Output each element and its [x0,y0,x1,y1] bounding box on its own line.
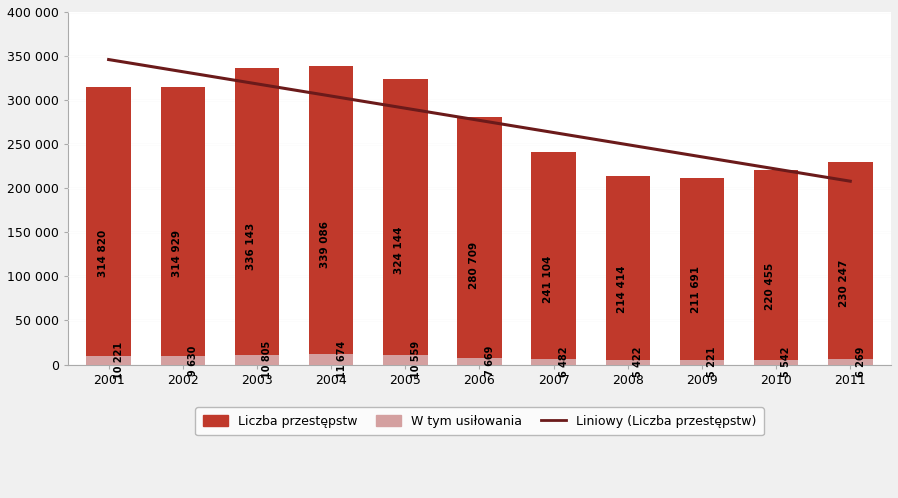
Text: 241 104: 241 104 [542,256,552,303]
Bar [680,178,724,365]
Bar [605,176,650,365]
Bar [753,170,798,365]
Text: 314 929: 314 929 [172,230,182,277]
Text: 339 086: 339 086 [321,222,330,268]
Text: 10 559: 10 559 [410,341,420,378]
Bar [532,359,576,365]
Bar [309,66,354,365]
Bar [828,359,873,365]
Text: 220 455: 220 455 [765,263,775,310]
Bar [753,360,798,365]
Legend: Liczba przestępstw, W tym usiłowania, Liniowy (Liczba przestępstw): Liczba przestępstw, W tym usiłowania, Li… [195,407,763,435]
Bar [680,360,724,365]
Text: 5 542: 5 542 [781,347,791,377]
Text: 230 247: 230 247 [840,259,850,307]
Text: 5 422: 5 422 [633,347,643,377]
Bar [234,355,279,365]
Bar [532,152,576,365]
Bar [234,68,279,365]
Text: 7 669: 7 669 [485,346,495,376]
Text: 11 674: 11 674 [337,341,347,378]
Bar [828,161,873,365]
Text: 314 820: 314 820 [98,230,108,277]
Bar [161,356,205,365]
Text: 5 221: 5 221 [708,347,718,377]
Bar [86,87,131,365]
Text: 324 144: 324 144 [394,227,404,274]
Text: 214 414: 214 414 [617,265,627,313]
Text: 280 709: 280 709 [469,242,479,289]
Bar [605,360,650,365]
Bar [383,355,427,365]
Bar [457,358,502,365]
Bar [309,354,354,365]
Text: 10 221: 10 221 [114,342,124,378]
Text: 6 269: 6 269 [856,347,866,377]
Text: 6 482: 6 482 [559,347,569,377]
Bar [161,87,205,365]
Text: 10 805: 10 805 [262,341,272,378]
Text: 9 630: 9 630 [189,345,198,375]
Text: 211 691: 211 691 [691,266,701,313]
Bar [383,79,427,365]
Bar [86,356,131,365]
Text: 336 143: 336 143 [246,223,256,269]
Bar [457,117,502,365]
